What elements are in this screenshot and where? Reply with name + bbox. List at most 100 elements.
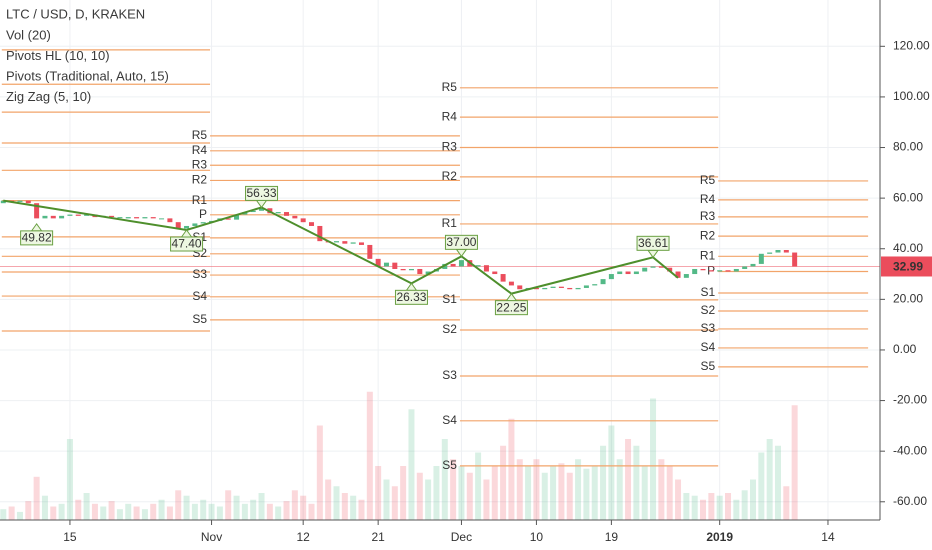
- candle: [533, 287, 539, 290]
- volume-bar: [716, 495, 723, 520]
- volume-bar: [350, 495, 357, 520]
- volume-bar: [383, 479, 390, 520]
- candle: [458, 260, 464, 267]
- volume-bar: [125, 503, 132, 520]
- volume-bar: [316, 425, 323, 520]
- volume-bar: [25, 501, 32, 520]
- candle: [259, 208, 265, 211]
- volume-bar: [758, 452, 765, 520]
- volume-bar: [225, 490, 232, 520]
- candle: [750, 263, 756, 267]
- candle: [550, 286, 556, 288]
- volume-bar: [741, 490, 748, 520]
- pivot-label: S2: [700, 303, 715, 317]
- volume-bar: [525, 466, 532, 520]
- candle: [34, 203, 40, 219]
- pivot-label: S3: [700, 321, 715, 335]
- volume-bar: [550, 466, 557, 520]
- volume-bar: [200, 499, 207, 520]
- volume-bar: [133, 506, 140, 520]
- pivot-hl-label: 22.25: [496, 300, 526, 314]
- candle: [167, 218, 173, 223]
- candle: [59, 215, 65, 219]
- candle: [667, 267, 673, 272]
- candle: [717, 270, 723, 272]
- last-price-tag: [881, 256, 932, 277]
- candle: [309, 222, 315, 226]
- pivot-hl-label: 56.33: [247, 186, 277, 200]
- volume-bar: [766, 439, 773, 520]
- candle: [642, 267, 648, 272]
- candle: [483, 265, 489, 272]
- volume-bar: [158, 499, 165, 520]
- x-tick-label: Nov: [201, 530, 222, 544]
- volume-bar: [108, 501, 115, 520]
- pivot-label: S5: [442, 458, 457, 472]
- candle: [84, 214, 90, 216]
- y-tick-label: 40.00: [893, 241, 923, 255]
- y-tick-label: 80.00: [893, 140, 923, 154]
- volume-bar: [450, 459, 457, 520]
- volume-bar: [500, 445, 507, 520]
- volume-bar: [141, 509, 148, 520]
- volume-bar: [733, 499, 740, 520]
- volume-bar: [633, 445, 640, 520]
- volume-bar: [666, 466, 673, 520]
- pivot-label: R4: [700, 192, 716, 206]
- candle: [383, 262, 389, 267]
- volume-bar: [275, 506, 282, 520]
- volume-bar: [616, 459, 623, 520]
- candle: [600, 279, 606, 285]
- candle: [683, 274, 689, 278]
- pivot-hl-box: [20, 230, 54, 246]
- candle: [159, 218, 165, 220]
- volume-bar: [75, 499, 82, 520]
- candle: [0, 200, 6, 204]
- volume-bar: [100, 506, 107, 520]
- volume-bar: [625, 439, 632, 520]
- plot: R5R4R3R2R1PS1S2S3S4S5R5R4R3R2R1S1S2S3S4S…: [0, 49, 880, 520]
- pivot-label: S1: [700, 285, 715, 299]
- pivot-hl-box: [494, 300, 528, 316]
- candle: [767, 252, 773, 254]
- volume-bar: [483, 479, 490, 520]
- candle: [500, 274, 506, 282]
- candle: [592, 284, 598, 286]
- candle: [408, 268, 414, 271]
- volume-bar: [83, 493, 90, 520]
- candle: [192, 223, 198, 226]
- y-tick-label: 20.00: [893, 292, 923, 306]
- volume-bar: [475, 452, 482, 520]
- candle: [284, 212, 290, 216]
- pivot-label: S4: [442, 413, 457, 427]
- candle: [658, 266, 664, 268]
- candle: [392, 262, 398, 269]
- pivot-hl-box: [170, 236, 204, 252]
- candle: [450, 263, 456, 267]
- volume-bar: [558, 463, 565, 520]
- x-tick-label: 15: [63, 530, 77, 544]
- x-tick-label: 21: [371, 530, 385, 544]
- volume-bar: [641, 466, 648, 520]
- candle: [625, 271, 631, 275]
- pivot-label: R4: [442, 109, 458, 123]
- volume-bar: [675, 479, 682, 520]
- volume-bar: [216, 506, 223, 520]
- candle: [775, 250, 781, 253]
- pivot-hl-label: 47.40: [172, 237, 202, 251]
- volume-bar: [241, 503, 248, 520]
- candle: [367, 244, 373, 259]
- legend: LTC / USD, D, KRAKEN Vol (20) Pivots HL (…: [6, 6, 169, 104]
- pivot-label: P: [199, 207, 207, 221]
- volume-bar: [650, 398, 657, 520]
- pivot-hl-box: [394, 289, 428, 305]
- pivot-label: S4: [192, 289, 207, 303]
- x-tick-label: Dec: [451, 530, 472, 544]
- chart-title: LTC / USD, D, KRAKEN: [6, 6, 145, 21]
- legend-item: Vol (20): [6, 27, 51, 42]
- volume-bar: [50, 506, 57, 520]
- candle: [583, 285, 589, 288]
- pivot-label: R3: [442, 140, 458, 154]
- volume-bar: [774, 445, 781, 520]
